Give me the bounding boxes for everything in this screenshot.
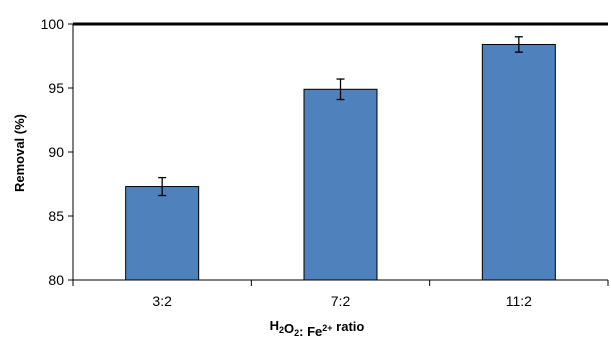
x-tick-label: 11:2 — [506, 293, 532, 309]
x-axis-title-part: : Fe — [299, 324, 322, 339]
x-tick-label: 3:2 — [152, 293, 172, 309]
x-axis-title-part: H — [270, 318, 279, 333]
bar-11-2 — [481, 43, 556, 281]
x-tick-label: 7:2 — [331, 293, 351, 309]
bars-group — [125, 43, 556, 281]
y-axis-title: Removal (%) — [12, 114, 27, 192]
x-axis-title: H2O2: Fe2+ ratio — [270, 318, 365, 339]
bar-7-2 — [303, 88, 378, 281]
x-axis-title-part: 2 — [279, 325, 284, 335]
y-tick-label: 95 — [48, 80, 64, 96]
x-axis-title-part: O — [284, 321, 294, 336]
y-tick-label: 85 — [48, 208, 64, 224]
y-tick-label: 90 — [48, 144, 64, 160]
x-axis-title-part: ratio — [333, 319, 365, 334]
y-tick-label: 80 — [48, 272, 64, 288]
y-tick-label: 100 — [41, 16, 65, 32]
x-axis-title-part: 2 — [294, 328, 299, 338]
error-bars-group — [158, 36, 523, 197]
x-axis-title-part: 2+ — [322, 323, 332, 333]
bar-3-2 — [125, 186, 200, 281]
y-axis: 80 85 90 95 100 — [41, 16, 73, 288]
x-axis: 3:2 7:2 11:2 — [72, 280, 609, 309]
